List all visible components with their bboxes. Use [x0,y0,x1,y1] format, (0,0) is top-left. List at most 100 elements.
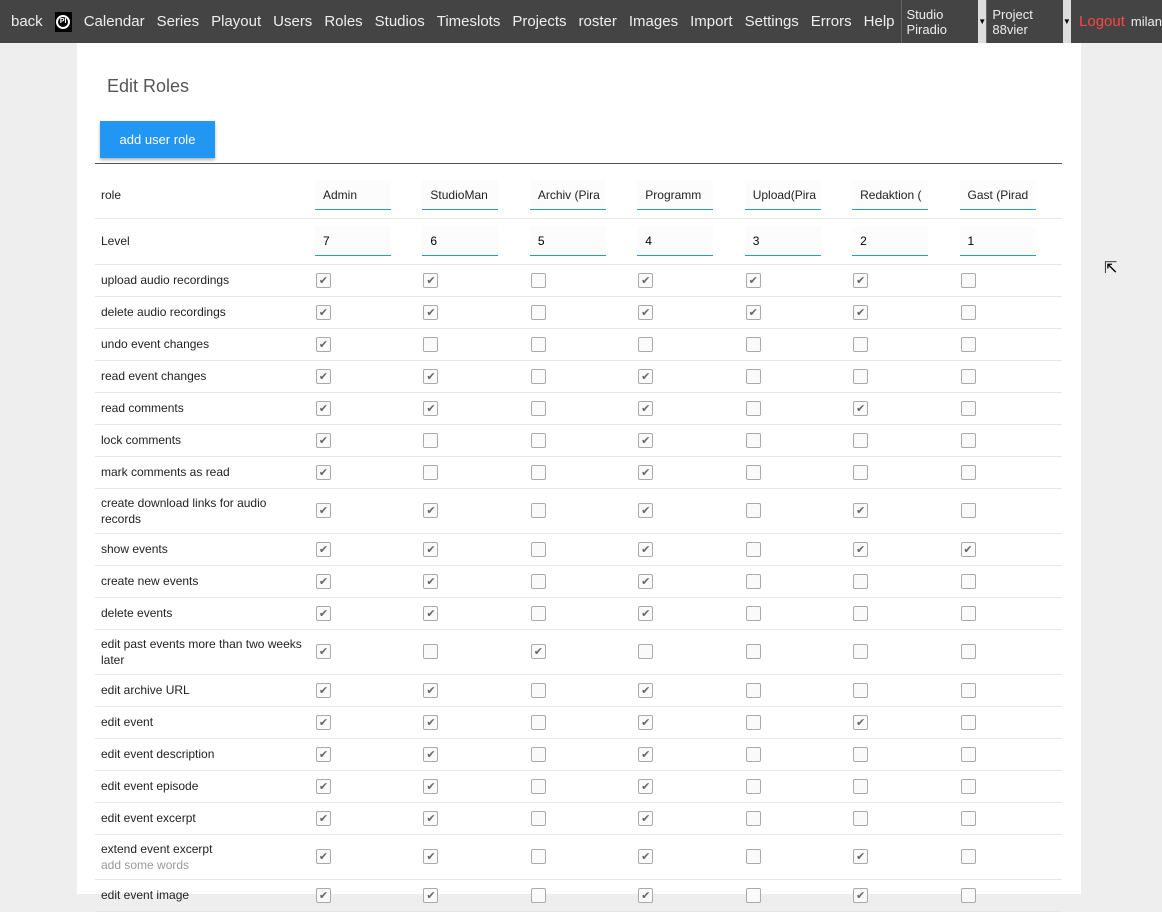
permission-checkbox[interactable] [745,714,761,730]
permission-checkbox[interactable] [423,336,439,352]
permission-checkbox[interactable]: ✔ [316,368,331,384]
permission-checkbox[interactable]: ✔ [745,272,761,288]
nav-images[interactable]: Images [628,13,679,30]
dropdown-arrow-icon[interactable]: ▼ [1062,0,1072,43]
permission-checkbox[interactable]: ✔ [316,432,331,448]
nav-errors[interactable]: Errors [810,13,852,30]
permission-checkbox[interactable]: ✔ [853,503,869,518]
permission-checkbox[interactable] [960,605,976,621]
permission-checkbox[interactable] [745,644,761,659]
permission-checkbox[interactable]: ✔ [423,503,439,518]
permission-checkbox[interactable]: ✔ [316,573,331,589]
permission-checkbox[interactable] [960,464,976,480]
permission-checkbox[interactable]: ✔ [316,400,331,416]
project-select[interactable]: Project 88vier ▼ [986,0,1072,43]
permission-checkbox[interactable] [745,336,761,352]
role-name-input[interactable]: Admin [315,179,391,210]
role-name-input[interactable]: Archiv (Pira [529,179,606,210]
permission-checkbox[interactable] [745,682,761,698]
permission-checkbox[interactable] [960,400,976,416]
permission-checkbox[interactable] [745,573,761,589]
permission-checkbox[interactable] [530,272,546,288]
permission-checkbox[interactable]: ✔ [316,714,331,730]
permission-checkbox[interactable]: ✔ [316,304,331,320]
permission-checkbox[interactable] [530,887,546,903]
permission-checkbox[interactable] [745,605,761,621]
permission-checkbox[interactable]: ✔ [530,644,546,659]
permission-checkbox[interactable]: ✔ [423,887,439,903]
permission-checkbox[interactable]: ✔ [423,272,439,288]
nav-playout[interactable]: Playout [211,13,262,30]
permission-checkbox[interactable]: ✔ [638,887,654,903]
permission-checkbox[interactable]: ✔ [423,778,439,794]
permission-checkbox[interactable]: ✔ [316,464,331,480]
permission-checkbox[interactable] [530,810,546,826]
permission-checkbox[interactable]: ✔ [638,714,654,730]
permission-checkbox[interactable] [530,464,546,480]
permission-checkbox[interactable]: ✔ [638,573,654,589]
permission-checkbox[interactable]: ✔ [316,336,331,352]
permission-checkbox[interactable] [638,644,654,659]
permission-checkbox[interactable] [745,778,761,794]
permission-checkbox[interactable] [530,432,546,448]
permission-checkbox[interactable]: ✔ [638,464,654,480]
role-level-input[interactable] [852,226,929,256]
permission-checkbox[interactable] [745,368,761,384]
permission-checkbox[interactable]: ✔ [638,503,654,518]
role-level-input[interactable] [744,226,821,256]
permission-checkbox[interactable]: ✔ [423,304,439,320]
nav-roster[interactable]: roster [578,13,617,30]
permission-checkbox[interactable] [853,644,869,659]
role-level-input[interactable] [529,226,606,256]
permission-checkbox[interactable] [638,336,654,352]
nav-settings[interactable]: Settings [744,13,799,30]
permission-checkbox[interactable]: ✔ [423,810,439,826]
role-name-input[interactable]: Programm [637,179,714,210]
permission-checkbox[interactable] [530,746,546,762]
role-level-input[interactable] [422,226,499,256]
permission-checkbox[interactable] [745,887,761,903]
studio-select[interactable]: Studio Piradio ▼ [900,0,987,43]
nav-back[interactable]: back [11,13,43,30]
permission-checkbox[interactable] [960,304,976,320]
role-level-input[interactable] [637,226,714,256]
permission-checkbox[interactable]: ✔ [638,368,654,384]
permission-checkbox[interactable] [960,503,976,518]
permission-checkbox[interactable] [960,432,976,448]
role-name-input[interactable]: Gast (Pirad [959,179,1036,210]
permission-checkbox[interactable]: ✔ [316,746,331,762]
permission-checkbox[interactable] [530,682,546,698]
permission-checkbox[interactable] [423,432,439,448]
permission-checkbox[interactable]: ✔ [316,503,331,518]
permission-checkbox[interactable]: ✔ [316,644,331,659]
permission-checkbox[interactable] [853,810,869,826]
permission-checkbox[interactable] [530,573,546,589]
permission-checkbox[interactable] [853,605,869,621]
permission-checkbox[interactable] [745,746,761,762]
permission-checkbox[interactable] [853,432,869,448]
permission-checkbox[interactable]: ✔ [638,810,654,826]
permission-checkbox[interactable] [960,336,976,352]
permission-checkbox[interactable] [853,368,869,384]
permission-checkbox[interactable]: ✔ [316,810,331,826]
permission-checkbox[interactable] [530,714,546,730]
permission-checkbox[interactable] [960,849,976,864]
permission-checkbox[interactable] [530,368,546,384]
permission-checkbox[interactable]: ✔ [638,682,654,698]
permission-checkbox[interactable] [745,464,761,480]
permission-checkbox[interactable] [960,368,976,384]
nav-timeslots[interactable]: Timeslots [436,13,501,30]
permission-checkbox[interactable]: ✔ [853,887,869,903]
permission-checkbox[interactable] [423,644,439,659]
permission-checkbox[interactable] [530,304,546,320]
permission-checkbox[interactable] [745,810,761,826]
permission-checkbox[interactable] [960,810,976,826]
permission-checkbox[interactable] [530,541,546,557]
permission-checkbox[interactable]: ✔ [638,400,654,416]
role-name-input[interactable]: StudioMan [422,179,499,210]
permission-checkbox[interactable]: ✔ [316,682,331,698]
permission-checkbox[interactable] [853,464,869,480]
nav-roles[interactable]: Roles [324,13,363,30]
permission-checkbox[interactable]: ✔ [853,272,869,288]
permission-checkbox[interactable] [853,682,869,698]
